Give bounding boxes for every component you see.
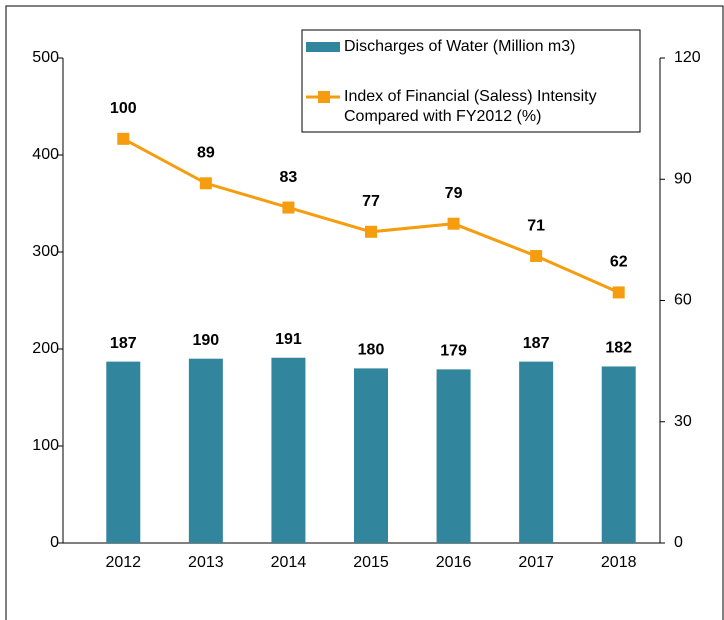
y-tick-label: 0 — [50, 534, 59, 551]
bar — [271, 357, 306, 543]
bar-value-label: 187 — [110, 335, 137, 352]
x-tick-label: 2013 — [188, 554, 224, 571]
bar-value-label: 190 — [193, 332, 220, 349]
line-marker — [117, 132, 130, 145]
bar-value-label: 180 — [358, 342, 385, 359]
x-tick-label: 2017 — [518, 554, 554, 571]
x-tick-label: 2014 — [271, 554, 307, 571]
line-marker — [612, 286, 625, 299]
y2-tick-label: 30 — [674, 413, 692, 430]
line-value-label: 100 — [110, 100, 137, 117]
line — [122, 137, 620, 294]
legend-label: Discharges of Water (Million m3) — [344, 38, 575, 55]
x-tick-label: 2012 — [105, 554, 141, 571]
bar-value-label: 187 — [523, 335, 550, 352]
line-marker — [447, 217, 460, 230]
y-tick-label: 500 — [32, 49, 59, 66]
y2-tick-label: 0 — [674, 534, 683, 551]
bar — [106, 361, 141, 543]
legend-marker — [318, 91, 330, 103]
x-tick-label: 2016 — [436, 554, 472, 571]
line-value-label: 83 — [280, 169, 298, 186]
line-marker — [199, 177, 212, 190]
y2-tick-label: 60 — [674, 292, 692, 309]
line-marker — [530, 250, 543, 263]
legend-box — [301, 29, 641, 133]
x-tick-label: 2015 — [353, 554, 389, 571]
line-marker — [282, 201, 295, 214]
y-tick-label: 200 — [32, 340, 59, 357]
y-tick-label: 300 — [32, 243, 59, 260]
line-value-label: 89 — [197, 145, 215, 162]
line-marker — [365, 225, 377, 238]
bar — [601, 366, 636, 543]
line-value-label: 79 — [445, 185, 463, 202]
y-tick-label: 400 — [32, 146, 59, 163]
line-value-label: 77 — [362, 193, 380, 210]
line-value-label: 71 — [527, 217, 545, 234]
line-value-label: 62 — [610, 254, 628, 271]
y2-tick-label: 90 — [674, 170, 692, 187]
bar-value-label: 182 — [605, 340, 632, 357]
y-tick-label: 100 — [32, 437, 59, 454]
bar — [354, 368, 388, 543]
frame — [5, 5, 724, 620]
bar-value-label: 179 — [440, 343, 467, 360]
y2-tick-label: 120 — [674, 49, 701, 66]
x-tick-label: 2018 — [601, 554, 637, 571]
bar — [519, 361, 554, 543]
bar — [436, 369, 471, 543]
legend-label: Index of Financial (Saless) Intensity Com… — [344, 88, 597, 125]
legend-swatch — [306, 42, 340, 52]
bar — [188, 358, 223, 543]
bar-value-label: 191 — [275, 331, 302, 348]
